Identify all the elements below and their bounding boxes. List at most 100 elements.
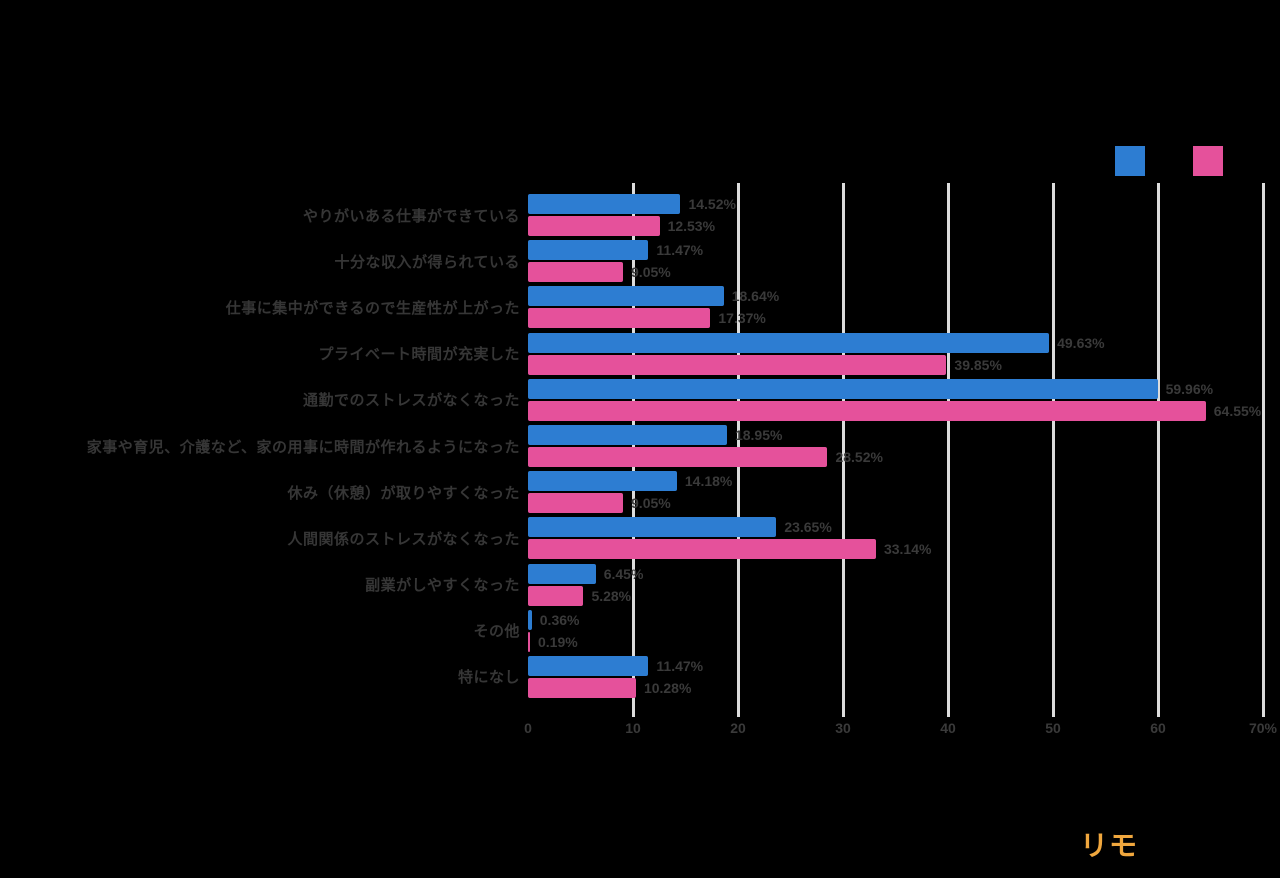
- bar-series-blue: [528, 609, 532, 630]
- bar-line-series-blue: 0.36%: [528, 609, 1280, 630]
- x-tick-label: 70%: [1248, 720, 1278, 736]
- category-label: 副業がしやすくなった: [365, 577, 520, 595]
- category-label: 特になし: [457, 669, 520, 687]
- bar-series-pink: [528, 677, 636, 698]
- bar-group: 18.64% 17.37%: [528, 286, 1280, 329]
- bar-row: 仕事に集中ができるので生産性が上がった 18.64% 17.37%: [0, 284, 1280, 330]
- bar-line-series-blue: 23.65%: [528, 517, 1280, 538]
- bar-row: 休み（休憩）が取りやすくなった 14.18% 9.05%: [0, 469, 1280, 515]
- bar-line-series-pink: 9.05%: [528, 493, 1280, 514]
- bar-line-series-blue: 18.64%: [528, 286, 1280, 307]
- bar-series-blue: [528, 194, 681, 215]
- bar-row: やりがいある仕事ができている 14.52% 12.53%: [0, 192, 1280, 238]
- value-label: 12.53%: [667, 218, 716, 235]
- category-label: 仕事に集中ができるので生産性が上がった: [225, 299, 520, 317]
- bar-line-series-pink: 12.53%: [528, 216, 1280, 237]
- value-label: 9.05%: [631, 495, 671, 512]
- value-label: 6.45%: [603, 565, 644, 582]
- bar-line-series-blue: 49.63%: [528, 332, 1280, 353]
- bar-line-series-blue: 6.45%: [528, 563, 1280, 584]
- bar-row: 家事や育児、介護など、家の用事に時間が作れるようになった 18.95% 28.52%: [0, 423, 1280, 469]
- value-label: 9.05%: [631, 264, 671, 281]
- value-label: 28.52%: [835, 449, 883, 466]
- bar-row: 人間関係のストレスがなくなった 23.65% 33.14%: [0, 515, 1280, 561]
- bar-line-series-pink: 17.37%: [528, 308, 1280, 329]
- bar-group: 23.65% 33.14%: [528, 517, 1280, 560]
- bar-series-blue: [528, 286, 724, 307]
- bar-series-pink: [528, 308, 711, 329]
- value-label: 17.37%: [718, 310, 766, 327]
- category-label: 休み（休憩）が取りやすくなった: [287, 484, 520, 502]
- legend-swatch-series-blue: [1115, 146, 1145, 176]
- bar-group: 18.95% 28.52%: [528, 425, 1280, 468]
- bar-line-series-pink: 28.52%: [528, 447, 1280, 468]
- bar-series-blue: [528, 240, 649, 261]
- x-tick-label: 10: [625, 720, 641, 736]
- gridline: [947, 183, 950, 717]
- bar-row: 通勤でのストレスがなくなった 59.96% 64.55%: [0, 377, 1280, 423]
- gridline: [1262, 183, 1265, 717]
- bar-series-pink: [528, 447, 828, 468]
- bar-line-series-pink: 5.28%: [528, 585, 1280, 606]
- value-label: 11.47%: [656, 242, 704, 259]
- bar-line-series-blue: 14.52%: [528, 194, 1280, 215]
- value-label: 14.18%: [684, 473, 733, 490]
- gridline: [842, 183, 845, 717]
- bar-line-series-pink: 33.14%: [528, 539, 1280, 560]
- category-label: 十分な収入が得られている: [334, 253, 520, 271]
- value-label: 33.14%: [883, 541, 932, 558]
- bar-series-blue: [528, 332, 1050, 353]
- bar-series-pink: [528, 400, 1206, 421]
- x-tick-label: 40: [940, 720, 956, 736]
- category-label: その他: [473, 623, 520, 641]
- bar-line-series-blue: 59.96%: [528, 378, 1280, 399]
- bar-line-series-pink: 0.19%: [528, 631, 1280, 652]
- category-label: 家事や育児、介護など、家の用事に時間が作れるようになった: [86, 438, 520, 456]
- bar-group: 11.47% 10.28%: [528, 655, 1280, 698]
- bar-series-pink: [528, 493, 624, 514]
- x-axis: 0 10 20 30 40 50 60 70%: [0, 720, 1280, 740]
- bar-row: その他 0.36% 0.19%: [0, 608, 1280, 654]
- bar-group: 14.52% 12.53%: [528, 194, 1280, 237]
- bar-group: 14.18% 9.05%: [528, 471, 1280, 514]
- bar-row: 十分な収入が得られている 11.47% 9.05%: [0, 238, 1280, 284]
- gridline: [1052, 183, 1055, 717]
- bar-series-pink: [528, 262, 624, 283]
- bar-row: プライベート時間が充実した 49.63% 39.85%: [0, 331, 1280, 377]
- category-label: 人間関係のストレスがなくなった: [287, 530, 520, 548]
- bar-line-series-blue: 11.47%: [528, 240, 1280, 261]
- bar-series-pink: [528, 354, 947, 375]
- value-label: 39.85%: [954, 356, 1002, 373]
- bar-row: 特になし 11.47% 10.28%: [0, 654, 1280, 700]
- bar-line-series-blue: 18.95%: [528, 425, 1280, 446]
- x-tick-label: 50: [1045, 720, 1061, 736]
- bar-group: 49.63% 39.85%: [528, 332, 1280, 375]
- bar-series-blue: [528, 425, 727, 446]
- value-label: 11.47%: [656, 657, 704, 674]
- value-label: 0.19%: [537, 633, 578, 650]
- bar-line-series-pink: 9.05%: [528, 262, 1280, 283]
- bar-line-series-pink: 64.55%: [528, 400, 1280, 421]
- bar-rows: やりがいある仕事ができている 14.52% 12.53% 十分な収入が得られている 11…: [0, 192, 1280, 700]
- gridline: [1157, 183, 1160, 717]
- logo-text: リモ: [1080, 830, 1139, 861]
- category-label: やりがいある仕事ができている: [302, 207, 520, 225]
- category-label: 通勤でのストレスがなくなった: [302, 392, 520, 410]
- bar-group: 59.96% 64.55%: [528, 378, 1280, 421]
- value-label: 59.96%: [1165, 380, 1214, 397]
- x-tick-label: 20: [730, 720, 746, 736]
- bar-series-blue: [528, 655, 649, 676]
- bar-line-series-blue: 11.47%: [528, 655, 1280, 676]
- bar-series-blue: [528, 378, 1158, 399]
- bar-line-series-pink: 10.28%: [528, 677, 1280, 698]
- bar-series-pink: [528, 585, 584, 606]
- legend: [1115, 146, 1223, 176]
- bar-row: 副業がしやすくなった 6.45% 5.28%: [0, 562, 1280, 608]
- x-tick-label: 30: [835, 720, 851, 736]
- category-label: プライベート時間が充実した: [318, 346, 520, 364]
- bar-line-series-blue: 14.18%: [528, 471, 1280, 492]
- bar-series-blue: [528, 563, 596, 584]
- x-tick-label: 0: [524, 720, 532, 736]
- value-label: 18.64%: [731, 288, 780, 305]
